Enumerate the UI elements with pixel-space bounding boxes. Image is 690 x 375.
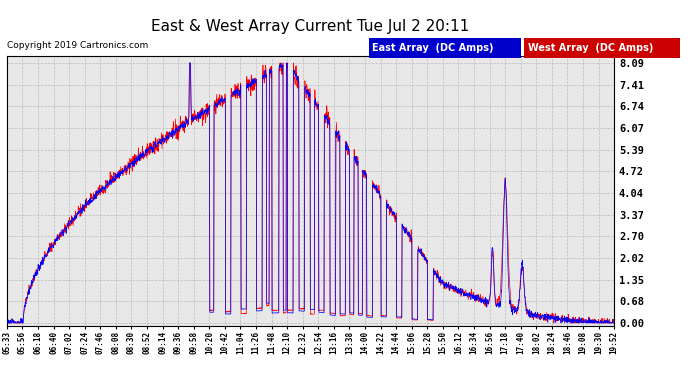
Text: Copyright 2019 Cartronics.com: Copyright 2019 Cartronics.com (7, 41, 148, 50)
Text: East Array  (DC Amps): East Array (DC Amps) (373, 43, 494, 53)
FancyBboxPatch shape (524, 38, 680, 58)
FancyBboxPatch shape (369, 38, 522, 58)
Text: West Array  (DC Amps): West Array (DC Amps) (528, 43, 653, 53)
Text: East & West Array Current Tue Jul 2 20:11: East & West Array Current Tue Jul 2 20:1… (151, 19, 470, 34)
